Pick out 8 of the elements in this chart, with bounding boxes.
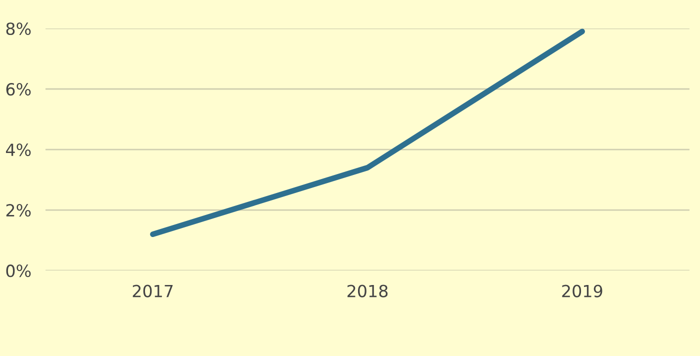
x-tick-label: 2017 [132, 284, 173, 298]
y-tick-label: 4% [6, 143, 31, 156]
y-tick-label: 8% [6, 22, 31, 36]
y-tick-label: 0% [6, 264, 31, 278]
x-tick-label: 2019 [562, 284, 602, 298]
x-tick-label: 2018 [348, 284, 388, 298]
y-tick-label: 6% [6, 82, 31, 96]
y-tick-label: 2% [6, 204, 31, 217]
